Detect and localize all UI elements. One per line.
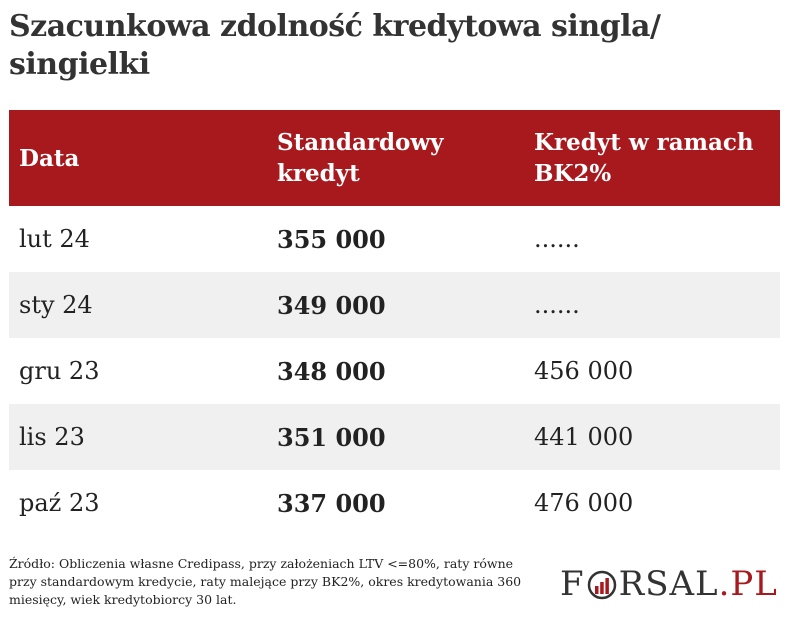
data-table: Data Standardowy kredyt Kredyt w ramach …	[9, 110, 780, 536]
logo-text-start: F	[560, 564, 585, 604]
header-standard-credit: Standardowy kredyt	[277, 129, 444, 187]
forsal-logo: F RSAL .PL	[560, 560, 780, 608]
table-header: Data Standardowy kredyt Kredyt w ramach …	[9, 110, 780, 206]
table-row: gru 23 348 000 456 000	[9, 338, 780, 404]
table-row: lis 23 351 000 441 000	[9, 404, 780, 470]
header-date: Data	[19, 144, 80, 172]
cell-date: lut 24	[19, 225, 90, 253]
cell-bk2: 476 000	[534, 489, 634, 517]
header-bk2-credit: Kredyt w ramach BK2%	[534, 129, 754, 187]
cell-standard: 337 000	[277, 488, 386, 518]
cell-bk2: 441 000	[534, 423, 634, 451]
cell-standard: 348 000	[277, 356, 386, 386]
table-row: lut 24 355 000 ......	[9, 206, 780, 272]
cell-standard: 355 000	[277, 224, 386, 254]
cell-date: paź 23	[19, 489, 100, 517]
cell-standard: 351 000	[277, 422, 386, 452]
source-note: Źródło: Obliczenia własne Credipass, prz…	[9, 556, 522, 607]
logo-text-domain: .PL	[718, 564, 778, 604]
cell-bk2: ......	[534, 225, 580, 253]
cell-date: sty 24	[19, 291, 93, 319]
cell-bk2: 456 000	[534, 357, 634, 385]
cell-standard: 349 000	[277, 290, 386, 320]
table-row: sty 24 349 000 ......	[9, 272, 780, 338]
cell-date: lis 23	[19, 423, 85, 451]
logo-text-middle: RSAL	[618, 564, 719, 604]
cell-bk2: ......	[534, 291, 580, 319]
cell-date: gru 23	[19, 357, 100, 385]
table-row: paź 23 337 000 476 000	[9, 470, 780, 536]
page-title: Szacunkowa zdolność kredytowa singla/ si…	[9, 9, 661, 82]
bar-chart-logo-icon	[587, 569, 617, 600]
